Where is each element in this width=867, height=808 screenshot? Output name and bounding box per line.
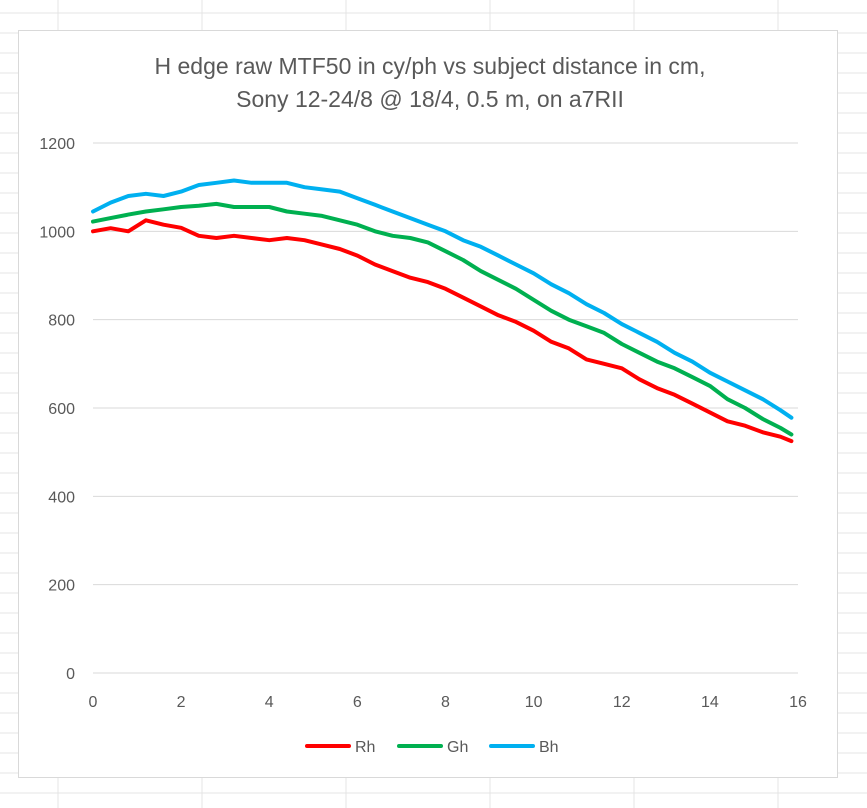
x-tick-label: 14 xyxy=(701,694,719,711)
x-tick-label: 2 xyxy=(177,694,186,711)
y-tick-label: 0 xyxy=(66,666,75,683)
series-line-bh xyxy=(91,178,794,420)
x-tick-label: 12 xyxy=(613,694,631,711)
y-tick-label: 600 xyxy=(48,401,75,418)
legend-label-rh: Rh xyxy=(355,739,375,756)
x-tick-label: 16 xyxy=(789,694,807,711)
chart-area[interactable]: H edge raw MTF50 in cy/ph vs subject dis… xyxy=(18,30,838,778)
chart-title-line-1: H edge raw MTF50 in cy/ph vs subject dis… xyxy=(155,53,706,79)
x-axis-ticks: 0 2 4 6 8 10 12 14 16 xyxy=(89,694,807,711)
legend-label-bh: Bh xyxy=(539,739,559,756)
chart-legend[interactable]: Rh Gh Bh xyxy=(305,739,559,756)
chart-title-line-2: Sony 12-24/8 @ 18/4, 0.5 m, on a7RII xyxy=(236,86,624,112)
y-tick-label: 400 xyxy=(48,489,75,506)
x-tick-label: 0 xyxy=(89,694,98,711)
x-tick-label: 4 xyxy=(265,694,274,711)
y-tick-label: 1200 xyxy=(39,136,75,153)
x-tick-label: 10 xyxy=(525,694,543,711)
y-tick-label: 800 xyxy=(48,313,75,330)
legend-label-gh: Gh xyxy=(447,739,468,756)
chart-plot: H edge raw MTF50 in cy/ph vs subject dis… xyxy=(39,53,807,756)
series-line-rh xyxy=(91,218,794,444)
y-tick-label: 200 xyxy=(48,578,75,595)
chart-series xyxy=(91,178,794,444)
y-axis-ticks: 0 200 400 600 800 1000 1200 xyxy=(39,136,75,683)
x-tick-label: 6 xyxy=(353,694,362,711)
x-tick-label: 8 xyxy=(441,694,450,711)
y-tick-label: 1000 xyxy=(39,224,75,241)
chart-gridlines xyxy=(93,142,798,674)
series-line-gh xyxy=(91,201,794,437)
